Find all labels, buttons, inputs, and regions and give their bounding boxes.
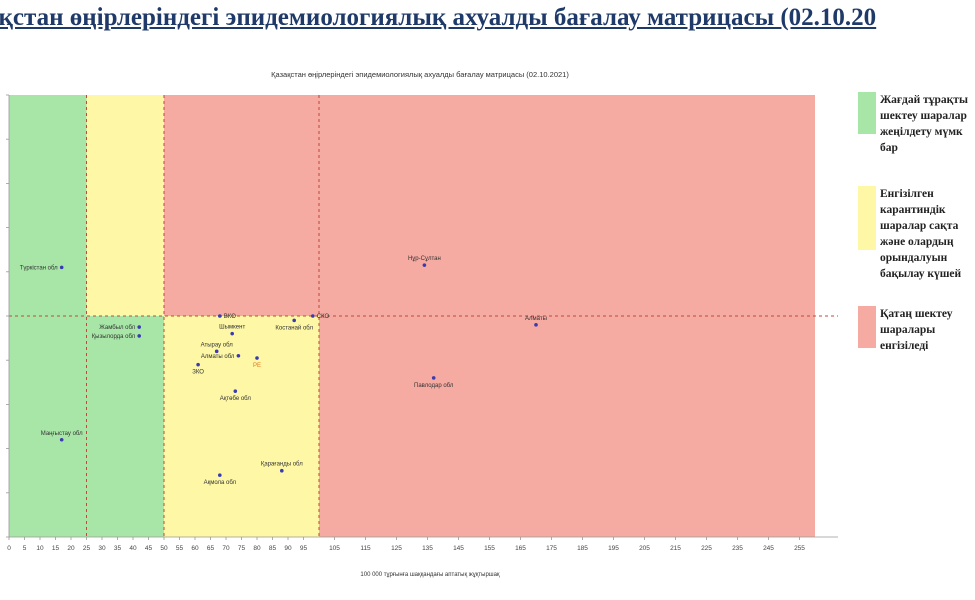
x-tick-label: 85 bbox=[269, 545, 277, 552]
x-tick-label: 35 bbox=[114, 545, 122, 552]
point-label: ВКО bbox=[224, 314, 236, 320]
zone-red bbox=[319, 316, 815, 537]
x-tick-label: 205 bbox=[639, 545, 650, 552]
point-label: Ақмола обл bbox=[204, 480, 237, 486]
x-tick-label: 65 bbox=[207, 545, 215, 552]
point-label: Павлодар обл bbox=[414, 383, 454, 389]
x-tick-label: 45 bbox=[145, 545, 153, 552]
point-label: Қызылорда обл bbox=[92, 334, 136, 340]
zone-red bbox=[164, 95, 815, 316]
legend-text: Енгізілген карантиндік шаралар сақта жән… bbox=[880, 188, 962, 280]
point-label: РЕ bbox=[253, 363, 261, 369]
x-tick-label: 30 bbox=[98, 545, 106, 552]
point-label: Қарағанды обл bbox=[261, 462, 303, 468]
data-point bbox=[280, 468, 284, 473]
data-point bbox=[59, 437, 64, 442]
axes: 0 5 10 15 20 25 30 35 40 45 50 55 60 65 70 75 80 85 90 95 10… bbox=[6, 94, 838, 552]
data-point bbox=[236, 353, 241, 358]
data-point bbox=[311, 314, 315, 318]
legend-text: Жағдай тұрақты шектеу шаралар жеңілдету … bbox=[880, 94, 968, 154]
x-tick-label: 135 bbox=[422, 545, 433, 552]
data-point bbox=[59, 265, 64, 270]
data-point bbox=[422, 263, 427, 267]
x-tick-label: 0 bbox=[7, 545, 11, 552]
dashed-lines bbox=[9, 95, 838, 537]
x-tick-label: 185 bbox=[577, 545, 588, 552]
point-label: Нұр-Сұлтан bbox=[408, 256, 441, 262]
data-point bbox=[137, 325, 141, 329]
x-tick-label: 70 bbox=[222, 545, 230, 552]
point-label: Ақтөбе обл bbox=[220, 396, 252, 402]
x-tick-label: 245 bbox=[763, 545, 774, 552]
slide-title: ақстан өңірлеріндегі эпидемиологиялық ах… bbox=[0, 4, 877, 31]
x-tick-label: 165 bbox=[515, 545, 526, 552]
point-label: Костанай обл bbox=[275, 324, 313, 331]
point-label: Маңғыстау обл bbox=[41, 431, 83, 437]
x-tick-label: 175 bbox=[546, 545, 557, 552]
point-label: ЗКО bbox=[192, 370, 204, 376]
data-point bbox=[196, 362, 200, 367]
data-point bbox=[292, 318, 297, 323]
point-label: Шымкент bbox=[219, 325, 245, 331]
points: Түркістан обл Нұр-Сұлтан Алматы Жамбыл обл Қ… bbox=[20, 256, 547, 486]
x-tick-label: 75 bbox=[238, 545, 246, 552]
legend-swatch bbox=[858, 186, 876, 250]
point-label: Атырау обл bbox=[201, 342, 234, 348]
zone-yellow bbox=[164, 316, 319, 537]
data-point bbox=[431, 376, 436, 380]
point-label: Жамбыл обл bbox=[99, 325, 135, 331]
legend-swatch bbox=[858, 92, 876, 134]
x-tick-label: 20 bbox=[67, 545, 75, 552]
x-tick-label: 5 bbox=[23, 545, 27, 552]
legend-swatch bbox=[858, 306, 876, 348]
x-tick-label: 155 bbox=[484, 545, 495, 552]
x-tick-label: 90 bbox=[284, 545, 292, 552]
x-tick-label: 40 bbox=[129, 545, 137, 552]
x-tick-label: 55 bbox=[176, 545, 184, 552]
data-point bbox=[230, 331, 234, 336]
x-tick-label: 225 bbox=[701, 545, 712, 552]
x-tick-label: 145 bbox=[453, 545, 464, 552]
point-label: СКО bbox=[317, 314, 330, 320]
x-tick-label: 25 bbox=[83, 545, 91, 552]
point-label: Алматы обл bbox=[201, 354, 235, 360]
x-tick-label: 105 bbox=[329, 545, 340, 552]
legend-text: Қатаң шектеу шаралары енгізіледі bbox=[880, 308, 953, 352]
data-point bbox=[233, 389, 238, 393]
data-point bbox=[214, 349, 219, 354]
x-axis-label: 100 000 тұрғынға шаққандағы аптатық жұқт… bbox=[360, 572, 500, 578]
x-tick-label: 215 bbox=[670, 545, 681, 552]
data-point bbox=[218, 314, 222, 318]
x-tick-label: 10 bbox=[36, 545, 44, 552]
x-tick-label: 115 bbox=[360, 545, 371, 552]
point-label: Алматы bbox=[525, 316, 547, 322]
x-tick-label: 235 bbox=[732, 545, 743, 552]
data-point bbox=[218, 473, 222, 477]
data-point bbox=[534, 323, 538, 327]
x-tick-label: 195 bbox=[608, 545, 619, 552]
x-tick-label: 60 bbox=[191, 545, 199, 552]
x-tick-label: 80 bbox=[253, 545, 261, 552]
zone-yellow bbox=[86, 95, 164, 316]
x-tick-label: 95 bbox=[300, 545, 308, 552]
data-point bbox=[137, 334, 141, 338]
point-label: Түркістан обл bbox=[20, 265, 58, 271]
x-tick-label: 125 bbox=[391, 545, 402, 552]
data-point bbox=[255, 356, 259, 360]
x-tick-label: 15 bbox=[52, 545, 60, 552]
x-tick-label: 50 bbox=[160, 545, 168, 552]
chart-title: Қазақстан өңірлеріндегі эпидемиологиялық… bbox=[271, 70, 569, 79]
x-tick-label: 255 bbox=[794, 545, 805, 552]
